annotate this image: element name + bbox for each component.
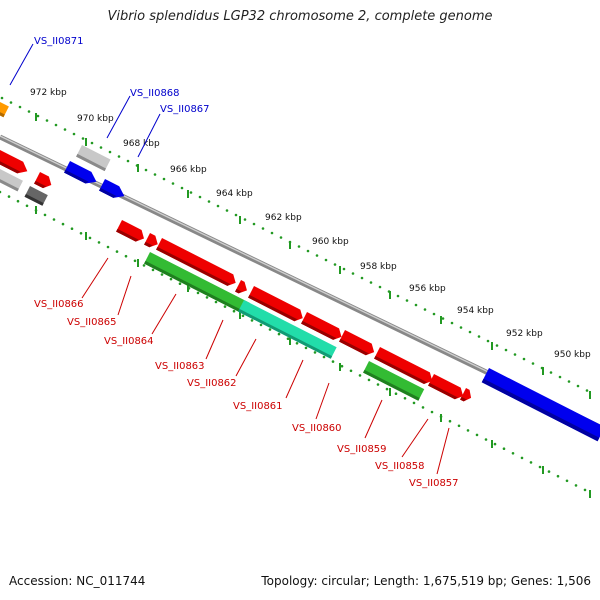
gene-red-vs-ii0866	[116, 220, 144, 242]
gene-dark-gray	[24, 186, 48, 206]
scale-label-970: 970 kbp	[77, 114, 114, 124]
gene-label-vs-ii0865: VS_II0865	[67, 317, 117, 328]
gene-label-vs-ii0859: VS_II0859	[337, 444, 387, 455]
gene-blue-right	[481, 368, 600, 442]
gene-red-left	[0, 150, 28, 174]
gene-label-vs-ii0867: VS_II0867	[160, 104, 210, 115]
gene-features	[0, 99, 600, 442]
scale-label-972: 972 kbp	[30, 88, 67, 98]
gene-red-vs-ii0857	[460, 388, 472, 402]
genome-summary-text: Topology: circular; Length: 1,675,519 bp…	[261, 574, 591, 588]
scale-label-960: 960 kbp	[312, 237, 349, 247]
gene-red-vs-ii0858	[428, 374, 464, 400]
gene-label-vs-ii0861: VS_II0861	[233, 401, 283, 412]
gene-gray-upper	[76, 145, 111, 172]
accession-text: Accession: NC_011744	[9, 574, 146, 588]
gene-label-vs-ii0866: VS_II0866	[34, 299, 84, 310]
gene-red-vs-ii0864	[156, 238, 236, 286]
scale-label-964: 964 kbp	[216, 189, 253, 199]
gene-teal	[238, 300, 337, 359]
gene-blue-vs-ii0867	[99, 179, 125, 198]
gene-blue-vs-ii0868	[64, 161, 97, 184]
scale-label-958: 958 kbp	[360, 262, 397, 272]
gene-gray-left	[0, 168, 23, 192]
scale-label-956: 956 kbp	[409, 284, 446, 294]
gene-red-small-left	[34, 172, 52, 189]
gene-red-vs-ii0862	[248, 286, 303, 322]
gene-red-vs-ii0860	[339, 330, 375, 356]
scale-label-954: 954 kbp	[457, 306, 494, 316]
scale-label-968: 968 kbp	[123, 139, 160, 149]
scale-track	[0, 96, 589, 392]
scale-tick-marks	[35, 113, 591, 399]
gene-orange	[0, 99, 9, 118]
gene-red-vs-ii0859	[374, 347, 433, 385]
lower-tick-marks	[35, 206, 591, 498]
gene-green-b	[363, 361, 425, 401]
map-title: Vibrio splendidus LGP32 chromosome 2, co…	[107, 9, 493, 24]
gene-label-vs-ii0863: VS_II0863	[155, 361, 205, 372]
gene-label-vs-ii0871: VS_II0871	[34, 36, 84, 47]
gene-label-vs-ii0858: VS_II0858	[375, 461, 425, 472]
gene-label-vs-ii0862: VS_II0862	[187, 378, 237, 389]
gene-red-vs-ii0861	[301, 312, 342, 340]
scale-label-962: 962 kbp	[265, 213, 302, 223]
gene-label-vs-ii0868: VS_II0868	[130, 88, 180, 99]
label-leaders	[9, 43, 450, 475]
scale-label-952: 952 kbp	[506, 329, 543, 339]
scale-label-966: 966 kbp	[170, 165, 207, 175]
lower-track	[0, 190, 587, 492]
gene-label-vs-ii0864: VS_II0864	[104, 336, 154, 347]
gene-label-vs-ii0857: VS_II0857	[409, 478, 459, 489]
gene-red-vs-ii0863	[235, 280, 247, 294]
gene-red-vs-ii0865	[144, 233, 158, 248]
gene-label-vs-ii0860: VS_II0860	[292, 423, 342, 434]
gene-green-a	[144, 251, 250, 315]
scale-label-950: 950 kbp	[554, 350, 591, 360]
